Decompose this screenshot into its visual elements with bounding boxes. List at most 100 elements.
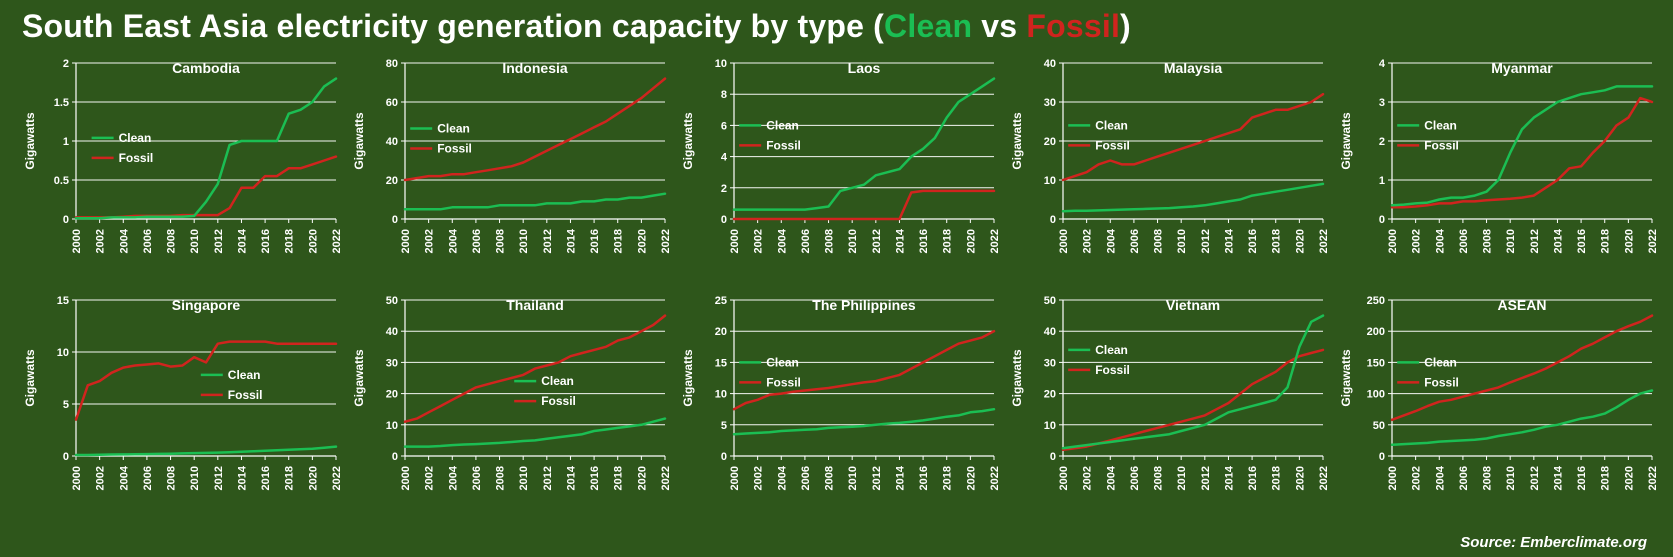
- svg-text:2014: 2014: [565, 465, 577, 490]
- svg-text:2014: 2014: [236, 228, 248, 253]
- svg-text:Fossil: Fossil: [437, 142, 472, 156]
- svg-text:2010: 2010: [847, 229, 859, 253]
- svg-text:2022: 2022: [1318, 466, 1330, 490]
- svg-text:2012: 2012: [213, 229, 225, 253]
- svg-text:2006: 2006: [142, 466, 154, 490]
- svg-text:2016: 2016: [260, 229, 272, 253]
- svg-text:Myanmar: Myanmar: [1491, 60, 1553, 76]
- svg-text:2012: 2012: [1200, 229, 1212, 253]
- svg-text:0: 0: [1050, 451, 1056, 463]
- svg-text:Singapore: Singapore: [172, 297, 241, 313]
- svg-text:2006: 2006: [1458, 229, 1470, 253]
- svg-text:2016: 2016: [589, 229, 601, 253]
- fossil-line: [1063, 94, 1323, 180]
- svg-text:50: 50: [386, 295, 398, 307]
- svg-text:0: 0: [63, 451, 69, 463]
- svg-text:2018: 2018: [284, 466, 296, 490]
- svg-text:40: 40: [1044, 58, 1056, 70]
- svg-text:Vietnam: Vietnam: [1166, 297, 1220, 313]
- svg-text:Gigawatts: Gigawatts: [681, 112, 695, 170]
- svg-text:60: 60: [386, 97, 398, 109]
- svg-text:2012: 2012: [542, 229, 554, 253]
- svg-text:2020: 2020: [1623, 466, 1635, 490]
- svg-text:2008: 2008: [1482, 466, 1494, 490]
- svg-text:0: 0: [392, 214, 398, 226]
- svg-text:2016: 2016: [1576, 229, 1588, 253]
- panel-vietnam: 0102030405020002002200420062008201020122…: [1005, 286, 1332, 521]
- svg-text:2016: 2016: [1247, 229, 1259, 253]
- svg-text:Clean: Clean: [766, 355, 799, 369]
- svg-text:2020: 2020: [965, 229, 977, 253]
- svg-text:1: 1: [63, 136, 69, 148]
- svg-text:2010: 2010: [1505, 466, 1517, 490]
- svg-text:2010: 2010: [518, 466, 530, 490]
- svg-text:10: 10: [715, 389, 727, 401]
- svg-text:2004: 2004: [1434, 228, 1446, 253]
- svg-text:Gigawatts: Gigawatts: [23, 349, 37, 407]
- svg-text:2022: 2022: [331, 229, 343, 253]
- svg-text:2008: 2008: [495, 466, 507, 490]
- svg-text:2002: 2002: [1411, 229, 1423, 253]
- svg-text:2022: 2022: [1647, 229, 1659, 253]
- svg-text:80: 80: [386, 58, 398, 70]
- svg-text:2004: 2004: [118, 465, 130, 490]
- fossil-line: [734, 191, 994, 219]
- svg-text:Gigawatts: Gigawatts: [352, 112, 366, 170]
- svg-text:2022: 2022: [989, 466, 1001, 490]
- panel-laos: 0246810200020022004200620082010201220142…: [676, 49, 1003, 284]
- svg-text:Fossil: Fossil: [766, 375, 801, 389]
- svg-text:2006: 2006: [1129, 229, 1141, 253]
- svg-text:2006: 2006: [1458, 466, 1470, 490]
- svg-text:20: 20: [1044, 389, 1056, 401]
- svg-text:0.5: 0.5: [54, 175, 69, 187]
- svg-text:10: 10: [386, 420, 398, 432]
- svg-text:2002: 2002: [1082, 466, 1094, 490]
- svg-text:2014: 2014: [236, 465, 248, 490]
- svg-text:2020: 2020: [1294, 229, 1306, 253]
- svg-text:2018: 2018: [942, 466, 954, 490]
- svg-text:Clean: Clean: [228, 368, 261, 382]
- fossil-line: [76, 157, 336, 218]
- svg-text:Cambodia: Cambodia: [172, 60, 240, 76]
- svg-text:2000: 2000: [1058, 466, 1070, 490]
- svg-text:Malaysia: Malaysia: [1164, 60, 1223, 76]
- svg-text:2004: 2004: [118, 228, 130, 253]
- svg-text:2010: 2010: [1176, 229, 1188, 253]
- svg-text:0: 0: [392, 451, 398, 463]
- svg-text:2014: 2014: [1552, 465, 1564, 490]
- svg-text:2002: 2002: [424, 466, 436, 490]
- svg-text:2010: 2010: [189, 466, 201, 490]
- svg-text:2020: 2020: [1623, 229, 1635, 253]
- svg-text:2012: 2012: [1200, 466, 1212, 490]
- svg-text:2000: 2000: [400, 229, 412, 253]
- svg-text:10: 10: [715, 58, 727, 70]
- svg-text:2018: 2018: [613, 229, 625, 253]
- svg-text:2002: 2002: [753, 466, 765, 490]
- svg-text:2022: 2022: [1647, 466, 1659, 490]
- source-credit: Source: Emberclimate.org: [1460, 534, 1647, 551]
- svg-text:2008: 2008: [166, 466, 178, 490]
- svg-text:0: 0: [721, 451, 727, 463]
- panel-cambodia: 00.511.522000200220042006200820102012201…: [18, 49, 345, 284]
- clean-line: [734, 409, 994, 434]
- svg-text:2016: 2016: [1247, 466, 1259, 490]
- svg-text:2004: 2004: [776, 228, 788, 253]
- svg-text:10: 10: [1044, 175, 1056, 187]
- svg-text:2004: 2004: [1105, 228, 1117, 253]
- svg-text:2014: 2014: [894, 465, 906, 490]
- svg-text:30: 30: [1044, 97, 1056, 109]
- panel-indonesia: 0204060802000200220042006200820102012201…: [347, 49, 674, 284]
- svg-text:2000: 2000: [1058, 229, 1070, 253]
- svg-text:2: 2: [721, 183, 727, 195]
- svg-text:10: 10: [57, 347, 69, 359]
- svg-text:2006: 2006: [800, 229, 812, 253]
- svg-text:40: 40: [1044, 326, 1056, 338]
- svg-text:2016: 2016: [918, 229, 930, 253]
- svg-text:2008: 2008: [495, 229, 507, 253]
- svg-text:2012: 2012: [1529, 466, 1541, 490]
- svg-text:2008: 2008: [1482, 229, 1494, 253]
- clean-line: [1392, 391, 1652, 445]
- svg-text:2000: 2000: [400, 466, 412, 490]
- svg-text:30: 30: [1044, 357, 1056, 369]
- svg-text:2002: 2002: [424, 229, 436, 253]
